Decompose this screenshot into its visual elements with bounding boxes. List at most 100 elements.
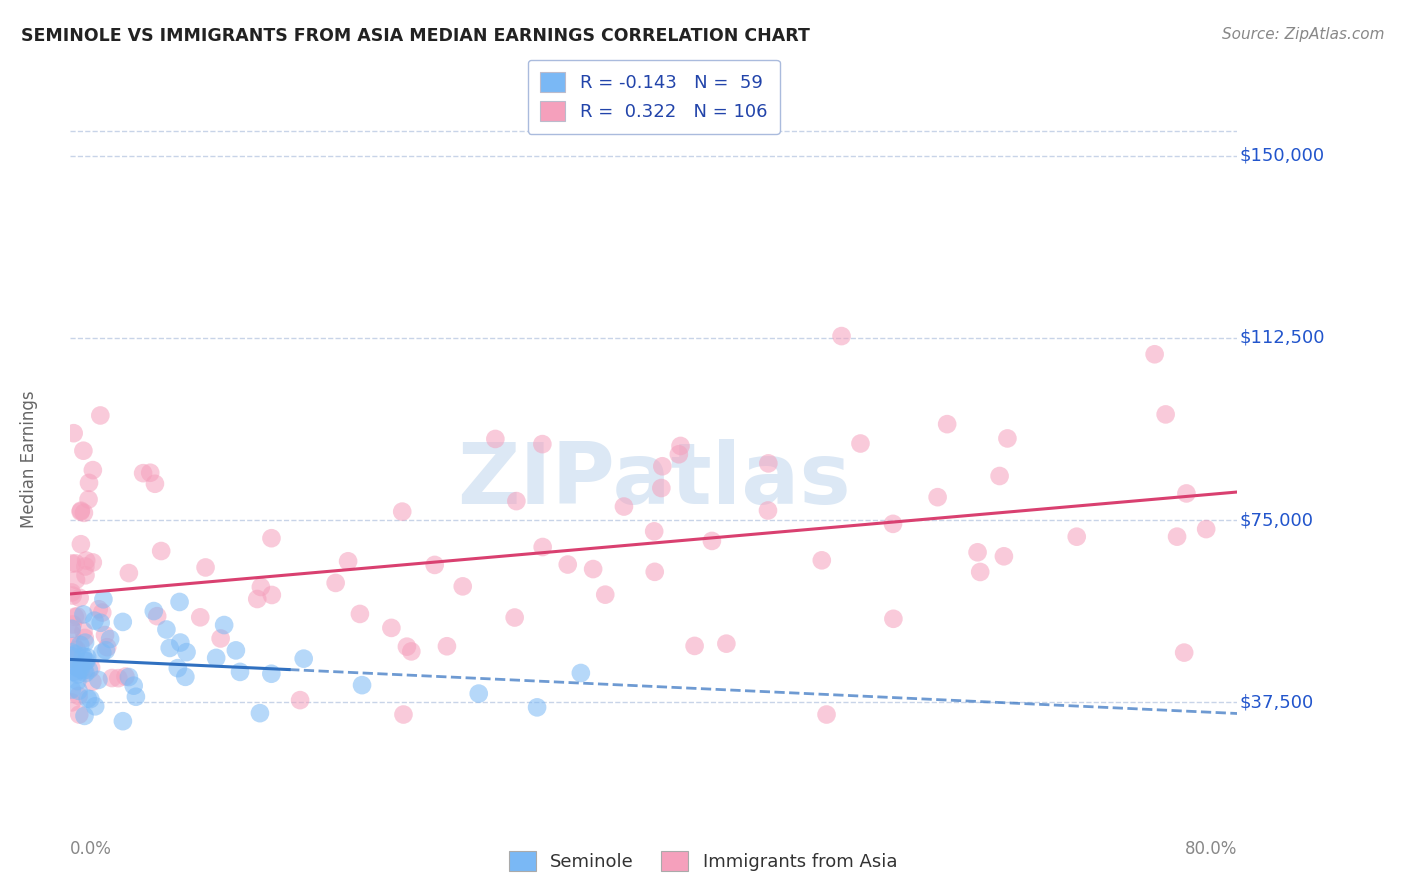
Legend: R = -0.143   N =  59, R =  0.322   N = 106: R = -0.143 N = 59, R = 0.322 N = 106 (527, 60, 780, 134)
Point (669, 439, 692, 453)
Point (229, 665, 252, 679)
Point (132, 466, 155, 480)
Point (174, 670, 197, 684)
Point (169, 595, 191, 609)
Text: $150,000: $150,000 (1240, 146, 1324, 165)
Text: $37,500: $37,500 (1240, 693, 1313, 712)
Point (72, 649, 94, 664)
Point (73, 631, 96, 645)
Point (1143, 347, 1166, 361)
Point (225, 643, 247, 657)
Point (260, 588, 283, 602)
Point (101, 671, 124, 685)
Point (75, 559, 97, 574)
Point (90, 615, 112, 630)
Point (531, 540, 554, 554)
Point (84, 699, 107, 714)
Point (72, 624, 94, 639)
Point (111, 714, 134, 729)
Point (66, 673, 89, 688)
Point (142, 604, 165, 618)
Point (484, 432, 506, 446)
Point (505, 494, 527, 508)
Point (194, 560, 217, 574)
Point (75, 666, 97, 681)
Point (668, 447, 690, 461)
Text: $75,000: $75,000 (1240, 511, 1313, 529)
Point (107, 671, 129, 685)
Point (337, 554, 360, 568)
Point (79, 692, 101, 706)
Point (60, 682, 83, 697)
Point (380, 621, 402, 635)
Point (69, 505, 91, 519)
Point (76, 654, 98, 668)
Point (927, 490, 949, 504)
Point (557, 558, 579, 572)
Point (75, 635, 97, 649)
Point (80, 660, 103, 674)
Point (159, 640, 181, 655)
Point (62, 639, 84, 653)
Point (212, 618, 235, 632)
Point (69, 663, 91, 677)
Point (70, 504, 93, 518)
Point (76, 650, 98, 665)
Point (69, 638, 91, 652)
Point (87, 602, 110, 616)
Point (810, 553, 832, 567)
Point (67, 707, 90, 722)
Point (849, 436, 872, 450)
Point (155, 623, 177, 637)
Point (468, 687, 491, 701)
Point (831, 329, 853, 343)
Point (815, 707, 838, 722)
Text: ZIPatlas: ZIPatlas (457, 439, 851, 522)
Point (77, 663, 100, 677)
Point (643, 524, 665, 539)
Point (352, 678, 374, 692)
Point (118, 566, 141, 580)
Point (349, 607, 371, 621)
Point (451, 579, 474, 593)
Point (82, 463, 104, 477)
Point (69, 591, 91, 605)
Text: $112,500: $112,500 (1240, 329, 1324, 347)
Point (75, 654, 97, 668)
Point (423, 558, 446, 572)
Point (936, 417, 959, 432)
Point (67, 689, 90, 703)
Point (73, 663, 96, 677)
Point (143, 476, 166, 491)
Point (260, 666, 283, 681)
Point (65, 665, 87, 680)
Point (125, 690, 148, 704)
Point (111, 615, 134, 629)
Point (391, 505, 413, 519)
Point (1175, 486, 1198, 500)
Point (89, 409, 111, 423)
Point (988, 469, 1011, 483)
Text: 0.0%: 0.0% (70, 840, 112, 858)
Point (75, 553, 97, 567)
Point (188, 610, 211, 624)
Point (118, 670, 141, 684)
Point (65, 573, 87, 587)
Point (209, 632, 232, 646)
Point (966, 545, 988, 559)
Point (593, 588, 616, 602)
Point (62, 426, 84, 441)
Point (98, 632, 121, 646)
Point (66, 609, 89, 624)
Point (70, 537, 93, 551)
Point (993, 549, 1015, 564)
Point (582, 562, 605, 576)
Point (77, 475, 100, 490)
Point (716, 637, 738, 651)
Point (91, 646, 114, 660)
Point (395, 640, 418, 654)
Point (260, 531, 283, 545)
Point (392, 707, 415, 722)
Point (250, 580, 273, 594)
Point (77, 492, 100, 507)
